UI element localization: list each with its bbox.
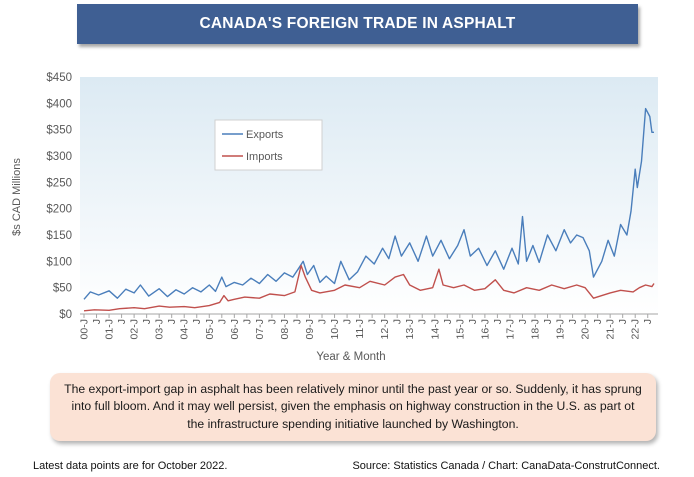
x-tick-label: 16-J xyxy=(479,319,491,339)
x-tick-label: J xyxy=(241,319,253,324)
x-tick-label: 21-J xyxy=(605,319,617,339)
x-tick-label: 04-J xyxy=(179,319,191,339)
x-tick-label: J xyxy=(216,319,228,324)
commentary-callout: The export-import gap in asphalt has bee… xyxy=(50,373,656,441)
y-tick-label: $300 xyxy=(46,151,72,163)
x-tick-label: J xyxy=(266,319,278,324)
x-tick-label: 20-J xyxy=(580,319,592,339)
x-tick-label: 03-J xyxy=(154,319,166,339)
y-tick-label: $200 xyxy=(46,204,72,216)
legend-label-imports: Imports xyxy=(246,151,283,163)
x-tick-label: 01-J xyxy=(104,319,116,339)
x-tick-label: J xyxy=(291,319,303,324)
line-chart: $0 $50 $100 $150 $200 $250 $300 $350 $400 $450 00… xyxy=(11,72,658,363)
x-tick-label: 15-J xyxy=(454,319,466,339)
x-axis-label: Year & Month xyxy=(316,351,385,363)
plot-area xyxy=(80,77,658,314)
legend: Exports Imports xyxy=(214,119,323,171)
x-tick-label: J xyxy=(592,319,604,324)
footnote-source: Source: Statistics Canada / Chart: CanaD… xyxy=(352,460,660,472)
x-tick-label: 14-J xyxy=(429,319,441,339)
y-axis-label: $s CAD Millions xyxy=(11,158,23,236)
x-tick-label: J xyxy=(642,319,654,324)
x-tick-label: J xyxy=(442,319,454,324)
x-tick-label: 17-J xyxy=(504,319,516,339)
x-tick-label: 11-J xyxy=(354,319,366,339)
x-tick-label: 19-J xyxy=(555,319,567,339)
x-tick-label: 05-J xyxy=(204,319,216,339)
x-tick-label: J xyxy=(492,319,504,324)
x-tick-label: J xyxy=(417,319,429,324)
x-tick-label: J xyxy=(617,319,629,324)
y-tick-label: $350 xyxy=(46,125,72,137)
x-tick-label: J xyxy=(116,319,128,324)
x-tick-label: J xyxy=(91,319,103,324)
y-tick-label: $150 xyxy=(46,230,72,242)
x-tick-label: J xyxy=(191,319,203,324)
x-tick-label: J xyxy=(367,319,379,324)
y-tick-label: $400 xyxy=(46,98,72,110)
footnote-latest-data: Latest data points are for October 2022. xyxy=(33,460,228,472)
x-tick-label: 08-J xyxy=(279,319,291,339)
x-tick-label: 09-J xyxy=(304,319,316,339)
series-line-exports xyxy=(83,107,654,300)
x-tick-label: 06-J xyxy=(229,319,241,339)
x-tick-label: 07-J xyxy=(254,319,266,339)
x-tick-label: J xyxy=(166,319,178,324)
x-tick-label: J xyxy=(342,319,354,324)
y-tick-label: $100 xyxy=(46,256,72,268)
x-tick-label: J xyxy=(467,319,479,324)
x-tick-label: 00-J xyxy=(79,319,91,339)
x-tick-label: 12-J xyxy=(379,319,391,339)
x-tick-label: J xyxy=(317,319,329,324)
x-tick-label: J xyxy=(542,319,554,324)
x-tick-label: 02-J xyxy=(129,319,141,339)
x-tick-label: J xyxy=(567,319,579,324)
chart-title: CANADA'S FOREIGN TRADE IN ASPHALT xyxy=(77,4,638,44)
y-tick-label: $50 xyxy=(53,283,72,295)
x-tick-label: 18-J xyxy=(529,319,541,339)
y-tick-label: $250 xyxy=(46,177,72,189)
x-tick-label: J xyxy=(392,319,404,324)
legend-label-exports: Exports xyxy=(246,129,284,141)
series-line-imports xyxy=(83,264,655,312)
x-tick-label: J xyxy=(517,319,529,324)
x-tick-label: 10-J xyxy=(329,319,341,339)
y-tick-label: $0 xyxy=(59,309,72,321)
x-tick-label: J xyxy=(141,319,153,324)
x-tick-label: 13-J xyxy=(404,319,416,339)
y-tick-label: $450 xyxy=(46,72,72,84)
x-tick-label: 22-J xyxy=(630,319,642,339)
